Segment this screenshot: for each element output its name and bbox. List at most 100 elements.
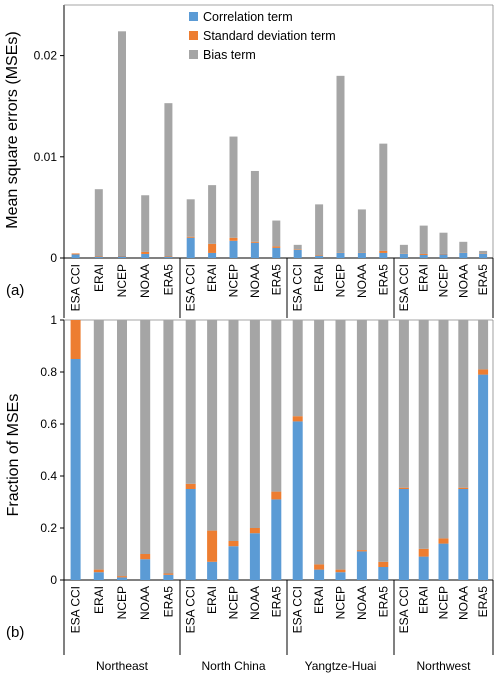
bar-correlation-3-3 bbox=[458, 489, 469, 580]
product-label: ERAI bbox=[92, 264, 106, 292]
bar-correlation-1-1 bbox=[208, 252, 217, 258]
bar-std-1-0 bbox=[185, 483, 196, 489]
bar-std-3-4 bbox=[478, 369, 489, 375]
product-label: NOAA bbox=[138, 264, 152, 298]
bar-bias-1-0 bbox=[185, 320, 196, 484]
panel-a-mse-chart: 0 0.01 0.02 Mean square errors (MSEs) (a) ESA… bbox=[4, 4, 494, 318]
bar-bias-0-1 bbox=[94, 189, 103, 257]
bar-std-2-3 bbox=[356, 550, 367, 552]
bar-correlation-0-4 bbox=[163, 574, 174, 580]
bar-correlation-3-1 bbox=[418, 556, 429, 580]
legend-label-correlation: Correlation term bbox=[203, 10, 293, 24]
bar-std-0-4 bbox=[163, 573, 174, 575]
bar-correlation-1-4 bbox=[271, 499, 282, 580]
bar-correlation-0-1 bbox=[94, 256, 103, 258]
y-axis-title: Mean square errors (MSEs) bbox=[4, 31, 21, 228]
bar-bias-3-0 bbox=[399, 244, 408, 254]
bar-correlation-1-0 bbox=[186, 237, 195, 258]
bar-bias-2-1 bbox=[314, 320, 325, 565]
product-label: ESA CCI bbox=[397, 264, 411, 311]
bar-std-3-2 bbox=[438, 538, 449, 544]
bar-std-3-1 bbox=[419, 253, 428, 255]
product-label: NCEP bbox=[115, 586, 129, 619]
bar-correlation-3-3 bbox=[459, 252, 468, 258]
product-label: NCEP bbox=[334, 264, 348, 297]
bar-correlation-1-2 bbox=[229, 240, 238, 258]
bar-correlation-2-3 bbox=[356, 551, 367, 580]
bar-correlation-2-4 bbox=[378, 567, 389, 580]
bar-correlation-2-0 bbox=[292, 421, 303, 580]
y-tick-label: 0.4 bbox=[40, 469, 57, 483]
legend: Correlation term Standard deviation term B… bbox=[189, 10, 336, 62]
bar-correlation-3-4 bbox=[479, 253, 488, 258]
product-label: NOAA bbox=[138, 586, 152, 620]
product-label: ERAI bbox=[92, 586, 106, 614]
product-label: NCEP bbox=[227, 586, 241, 619]
bar-std-1-1 bbox=[207, 530, 218, 562]
product-label: NOAA bbox=[456, 586, 470, 620]
bar-std-1-2 bbox=[229, 237, 238, 241]
bar-bias-1-1 bbox=[207, 320, 218, 531]
bar-bias-2-0 bbox=[293, 244, 302, 250]
product-label: ESA CCI bbox=[184, 586, 198, 633]
bar-std-2-4 bbox=[378, 561, 389, 567]
bar-std-3-3 bbox=[458, 487, 469, 489]
bar-correlation-0-2 bbox=[118, 256, 126, 258]
bar-bias-0-3 bbox=[140, 320, 151, 554]
y-tick-label: 0 bbox=[50, 573, 57, 587]
bar-std-0-0 bbox=[70, 320, 81, 359]
bar-std-2-0 bbox=[292, 416, 303, 422]
bar-correlation-0-0 bbox=[71, 254, 80, 258]
bar-bias-2-2 bbox=[336, 75, 345, 253]
bar-correlation-2-3 bbox=[357, 252, 366, 258]
product-label: ERAI bbox=[417, 586, 431, 614]
bar-correlation-3-4 bbox=[478, 374, 489, 580]
y-axis-title: Fraction of MSEs bbox=[5, 394, 22, 517]
bar-bias-2-3 bbox=[356, 320, 367, 551]
bar-correlation-0-3 bbox=[140, 559, 151, 580]
bar-bias-1-2 bbox=[229, 136, 238, 238]
y-tick-label: 0.01 bbox=[34, 150, 58, 164]
product-label: NCEP bbox=[334, 586, 348, 619]
product-label: ESA CCI bbox=[69, 264, 83, 311]
bar-bias-1-3 bbox=[250, 170, 259, 242]
product-label: NCEP bbox=[227, 264, 241, 297]
bar-std-0-2 bbox=[117, 576, 127, 578]
bar-bias-3-3 bbox=[458, 320, 469, 488]
bar-std-1-1 bbox=[208, 243, 217, 253]
bar-std-2-4 bbox=[379, 250, 388, 253]
product-label: ESA CCI bbox=[69, 586, 83, 633]
bar-bias-3-1 bbox=[418, 320, 429, 549]
bar-correlation-2-0 bbox=[293, 249, 302, 258]
product-label: NOAA bbox=[456, 264, 470, 298]
y-tick-label: 0.2 bbox=[40, 521, 57, 535]
y-tick-label: 0.6 bbox=[40, 417, 57, 431]
bar-bias-2-0 bbox=[292, 320, 303, 417]
legend-label-std: Standard deviation term bbox=[203, 29, 336, 43]
legend-swatch-bias bbox=[189, 50, 198, 59]
product-label: ESA CCI bbox=[397, 586, 411, 633]
bar-correlation-0-4 bbox=[164, 256, 173, 258]
product-label: NCEP bbox=[437, 586, 451, 619]
bar-std-0-4 bbox=[164, 256, 173, 257]
bar-correlation-1-2 bbox=[228, 546, 239, 580]
product-label: ERA5 bbox=[161, 586, 175, 618]
bar-correlation-1-3 bbox=[249, 533, 260, 580]
bar-bias-0-3 bbox=[141, 195, 150, 252]
bar-std-0-3 bbox=[140, 554, 151, 560]
bar-std-1-4 bbox=[271, 491, 282, 500]
product-label: NOAA bbox=[355, 586, 369, 620]
bar-std-0-2 bbox=[118, 255, 126, 257]
product-label: NCEP bbox=[437, 264, 451, 297]
product-label: ERAI bbox=[417, 264, 431, 292]
product-label: ERA5 bbox=[161, 264, 175, 296]
bar-bias-1-1 bbox=[208, 185, 217, 244]
bar-bias-0-1 bbox=[93, 320, 104, 570]
bar-std-2-2 bbox=[335, 569, 346, 573]
bar-bias-1-3 bbox=[249, 320, 260, 528]
product-label: NOAA bbox=[248, 264, 262, 298]
bar-correlation-1-1 bbox=[207, 561, 218, 580]
bar-bias-3-4 bbox=[478, 320, 489, 370]
panel-label: (a) bbox=[6, 282, 24, 299]
